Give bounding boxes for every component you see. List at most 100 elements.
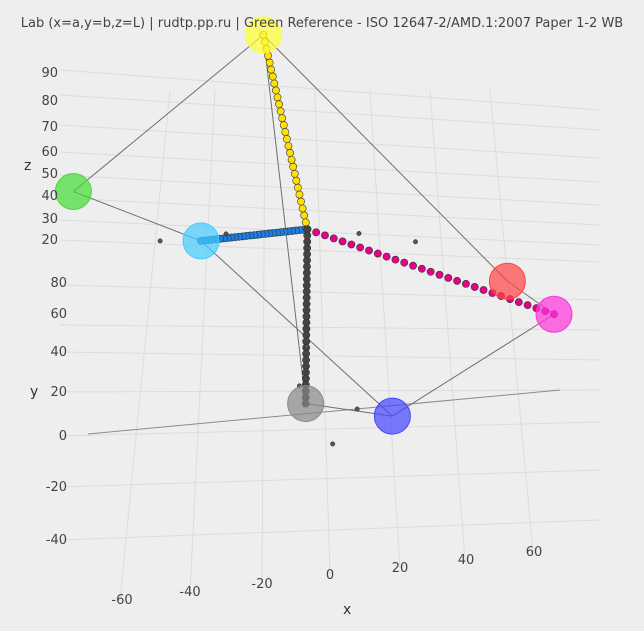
x-tick-label: -40	[179, 585, 200, 600]
x-tick-label: 60	[526, 545, 543, 560]
grid-line	[489, 89, 534, 553]
ramp-point	[444, 273, 453, 282]
ramp-point	[514, 298, 523, 307]
grid-line	[369, 89, 401, 569]
ramp-point	[312, 228, 321, 237]
grid-line	[429, 89, 466, 561]
neutral-point	[304, 344, 310, 350]
ramp-point	[282, 135, 291, 143]
z-axis-label: z	[24, 158, 31, 174]
ramp-point	[417, 264, 426, 273]
grid-line	[59, 94, 601, 131]
primary-spheres	[54, 16, 573, 435]
y-tick-label: -40	[46, 533, 67, 548]
ramp-point	[523, 301, 532, 310]
primary-cyan	[182, 222, 220, 260]
ramp-point	[268, 72, 277, 81]
ramp-point	[365, 246, 373, 255]
y-axis-label: y	[30, 384, 38, 400]
x-tick-label: 20	[392, 561, 409, 576]
ramp-point	[298, 204, 307, 213]
ramp-point	[265, 58, 274, 67]
x-tick-label: -60	[111, 593, 132, 608]
ramp-point	[462, 280, 470, 288]
primary-black	[287, 385, 325, 423]
y-tick-label: 80	[50, 276, 67, 291]
grid-line	[59, 124, 601, 159]
neutral-point	[356, 231, 362, 236]
ramp-point	[271, 86, 280, 95]
ramp-point	[300, 211, 309, 220]
primary-blue	[373, 397, 411, 435]
z-axis-ticks: 20 30 40 50 60 70 80 90	[41, 66, 58, 248]
ramp-point	[273, 93, 282, 102]
ramp-point	[286, 149, 294, 157]
neutral-point	[413, 239, 418, 245]
ramp-point	[391, 255, 400, 264]
ramp-point	[284, 142, 293, 150]
grid-line	[59, 174, 601, 206]
x-axis-line	[87, 389, 561, 435]
grid-line	[59, 239, 601, 263]
z-tick-label: 60	[41, 145, 58, 160]
grid-line	[59, 351, 601, 361]
x-tick-label: 0	[326, 568, 334, 583]
grid-line	[59, 151, 601, 183]
ramp-point	[435, 270, 444, 279]
ramp-point	[276, 107, 285, 116]
ramp-point	[329, 234, 338, 243]
tone-ramps	[197, 30, 558, 408]
z-tick-label: 30	[41, 212, 58, 227]
ramp-point	[347, 240, 356, 249]
ramp-point	[279, 121, 288, 130]
primary-yellow	[244, 16, 282, 54]
ramp-point	[373, 249, 382, 258]
grid-lines	[59, 69, 601, 601]
y-tick-label: 0	[59, 429, 67, 444]
x-tick-label: -20	[251, 577, 272, 592]
ramp-point	[289, 162, 298, 171]
ramp-point	[479, 286, 488, 294]
y-tick-label: -20	[46, 480, 67, 495]
z-tick-label: 90	[41, 66, 58, 81]
neutral-point	[354, 406, 360, 412]
ramp-point	[281, 128, 290, 136]
primary-red	[488, 262, 526, 300]
ramp-point	[275, 100, 283, 109]
ramp-point	[356, 243, 365, 252]
ramp-point	[287, 155, 296, 164]
y-tick-label: 40	[50, 345, 67, 360]
primary-magenta	[535, 295, 573, 333]
grid-line	[59, 197, 601, 226]
grid-line	[189, 89, 216, 593]
z-tick-label: 80	[41, 94, 58, 109]
outline-edge	[262, 34, 307, 404]
ramp-point	[470, 283, 479, 291]
ramp-point	[338, 237, 347, 246]
z-tick-label: 50	[41, 167, 58, 182]
x-axis-ticks: -60 -40 -20 0 20 40 60	[111, 545, 542, 608]
chart-title: Lab (x=a,y=b,z=L) | rudtp.pp.ru | Green …	[21, 16, 623, 31]
ramp-point	[409, 261, 417, 270]
grid-line	[59, 469, 601, 488]
ramp-point	[400, 258, 409, 267]
ramp-point	[321, 231, 329, 240]
grid-line	[59, 519, 601, 541]
z-tick-label: 20	[41, 233, 58, 248]
grid-line	[59, 389, 601, 393]
grid-line	[59, 324, 601, 331]
gamut-outline	[73, 34, 555, 417]
primary-green	[54, 173, 92, 210]
ramp-point	[270, 79, 279, 88]
neutral-points	[157, 231, 418, 447]
outline-edge	[73, 191, 202, 242]
outline-edge	[392, 313, 555, 417]
grid-line	[314, 89, 331, 576]
ramp-point	[301, 218, 310, 227]
ramp-point	[278, 114, 287, 123]
ramp-point	[293, 183, 302, 192]
neutral-point	[223, 231, 229, 237]
x-tick-label: 40	[458, 553, 475, 568]
grid-line	[59, 219, 601, 246]
